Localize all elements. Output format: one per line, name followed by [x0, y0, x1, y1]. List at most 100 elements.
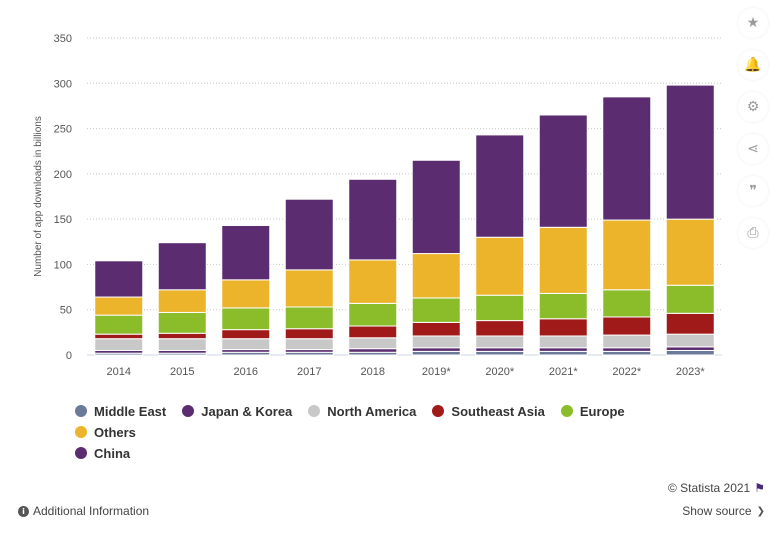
legend-label: Middle East	[94, 403, 167, 419]
legend-item[interactable]: North America	[308, 401, 416, 421]
bar-segment	[475, 347, 525, 352]
legend-label: Europe	[579, 403, 625, 419]
print-icon[interactable]: ⎙	[738, 218, 768, 248]
bar-segment	[475, 134, 525, 238]
y-tick-label: 100	[54, 259, 72, 271]
x-tick-label: 2020*	[485, 366, 514, 378]
bar-segment	[602, 334, 652, 349]
x-tick-label: 2014	[107, 366, 131, 378]
y-tick-label: 50	[60, 305, 72, 317]
x-tick-label: 2022*	[612, 366, 641, 378]
legend-swatch	[75, 426, 87, 438]
bar-segment	[284, 338, 334, 351]
bar-segment	[94, 296, 144, 316]
bar-segment	[284, 328, 334, 340]
legend-item[interactable]: Japan & Korea	[182, 401, 292, 421]
bar-segment	[284, 306, 334, 330]
y-axis-title: Number of app downloads in billions	[33, 116, 44, 277]
x-tick-label: 2017	[297, 366, 321, 378]
bar-segment	[538, 292, 588, 320]
bar-segment	[475, 335, 525, 349]
bar-segment	[538, 114, 588, 228]
y-tick-label: 200	[54, 169, 72, 181]
bar-segment	[348, 259, 398, 304]
bar-segment	[665, 284, 715, 314]
quote-icon[interactable]: ❞	[738, 176, 768, 206]
bar-segment	[348, 178, 398, 261]
bell-icon[interactable]: 🔔	[738, 50, 768, 80]
bar-segment	[221, 329, 271, 340]
bar-segment	[94, 314, 144, 335]
bar-segment	[157, 332, 207, 340]
legend-label: China	[94, 445, 131, 461]
credit-text: © Statista 2021	[668, 481, 751, 495]
bar-segment	[475, 350, 525, 356]
legend: Middle East Japan & Korea North America Sou…	[75, 401, 715, 464]
bar-segment	[411, 297, 461, 323]
bar-segment	[348, 302, 398, 327]
legend-item[interactable]: China	[75, 443, 130, 463]
legend-item[interactable]: Europe	[560, 401, 625, 421]
legend-label: North America	[327, 403, 417, 419]
legend-label: Southeast Asia	[451, 403, 545, 419]
bar-segment	[602, 347, 652, 352]
x-tick-label: 2019*	[422, 366, 451, 378]
bar-segment	[665, 346, 715, 351]
bar-segment	[538, 318, 588, 337]
additional-information-label: Additional Information	[33, 504, 150, 518]
bar-segment	[411, 321, 461, 337]
legend-swatch	[182, 405, 195, 417]
gear-icon[interactable]: ⚙	[738, 92, 768, 122]
bar-segment	[94, 333, 144, 340]
bar-segment	[602, 350, 652, 356]
y-tick-label: 350	[54, 33, 72, 45]
bar-segment	[348, 348, 398, 353]
toolbar-sidebar: ★ 🔔 ⚙ ⋖ ❞ ⎙	[736, 8, 770, 260]
legend-swatch	[432, 405, 445, 417]
bar-segment	[157, 242, 207, 291]
x-tick-label: 2016	[234, 366, 258, 378]
legend-item[interactable]: Southeast Asia	[432, 401, 545, 421]
bar-segment	[94, 260, 144, 298]
bar-segment	[411, 253, 461, 299]
show-source-label: Show source	[682, 504, 752, 518]
info-icon: i	[18, 505, 29, 517]
bar-segment	[411, 347, 461, 352]
bar-segment	[665, 312, 715, 335]
bar-segment	[221, 279, 271, 309]
legend-item[interactable]: Middle East	[75, 401, 166, 421]
bar-segment	[348, 325, 398, 339]
bar-segment	[221, 338, 271, 351]
bar-segment	[538, 335, 588, 349]
bar-segment	[602, 289, 652, 318]
bar-segment	[665, 218, 715, 286]
x-tick-label: 2021*	[549, 366, 578, 378]
star-icon[interactable]: ★	[738, 8, 768, 38]
bar-segment	[157, 289, 207, 313]
legend-swatch	[75, 447, 87, 459]
bar-segment	[411, 159, 461, 255]
bar-segment	[475, 236, 525, 296]
statista-credit[interactable]: © Statista 2021 ⚑	[668, 481, 765, 495]
legend-item[interactable]: Others	[75, 422, 136, 442]
x-tick-label: 2018	[361, 366, 385, 378]
bar-segment	[602, 219, 652, 291]
flag-icon: ⚑	[754, 481, 765, 495]
bar-segment	[538, 226, 588, 294]
bar-segment	[475, 294, 525, 322]
bar-segment	[411, 335, 461, 349]
bar-segment	[665, 349, 715, 356]
additional-information-link[interactable]: i Additional Information	[18, 504, 149, 518]
bar-segment	[538, 350, 588, 356]
legend-swatch	[308, 405, 321, 417]
x-tick-label: 2015	[170, 366, 194, 378]
share-icon[interactable]: ⋖	[738, 134, 768, 164]
show-source-link[interactable]: Show source ❯	[682, 504, 765, 518]
bar-segment	[221, 224, 271, 281]
bar-segment	[665, 84, 715, 220]
legend-label: Others	[94, 424, 136, 440]
bar-segment	[475, 320, 525, 337]
bar-segment	[538, 347, 588, 352]
bar-segment	[411, 350, 461, 356]
bar-segment	[602, 316, 652, 336]
